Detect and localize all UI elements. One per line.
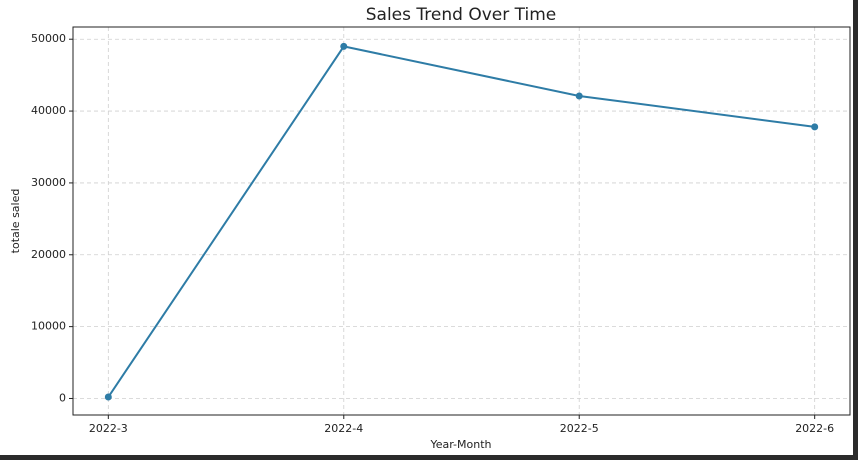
marker	[575, 92, 583, 100]
line	[107, 45, 815, 398]
y-axis-label: totale saled	[9, 189, 22, 254]
y-tick-label: 50000	[31, 32, 66, 45]
marker	[104, 393, 112, 401]
chart-title: Sales Trend Over Time	[366, 5, 556, 25]
y-tick-label: 0	[59, 391, 66, 404]
x-tick-label: 2022-5	[560, 422, 599, 435]
y-tick-label: 20000	[31, 248, 66, 261]
y-tick-label: 30000	[31, 176, 66, 189]
y-tick-label: 10000	[31, 320, 66, 333]
marker	[811, 123, 819, 131]
x-tick-label: 2022-3	[89, 422, 128, 435]
plot-frame	[72, 26, 851, 416]
x-tick-label: 2022-4	[324, 422, 363, 435]
marker	[340, 42, 348, 50]
x-tick-label: 2022-6	[795, 422, 834, 435]
y-tick-label: 40000	[31, 104, 66, 117]
frame-edge	[0, 455, 858, 460]
x-axis-label: Year-Month	[429, 438, 491, 451]
frame-edge	[853, 0, 858, 460]
